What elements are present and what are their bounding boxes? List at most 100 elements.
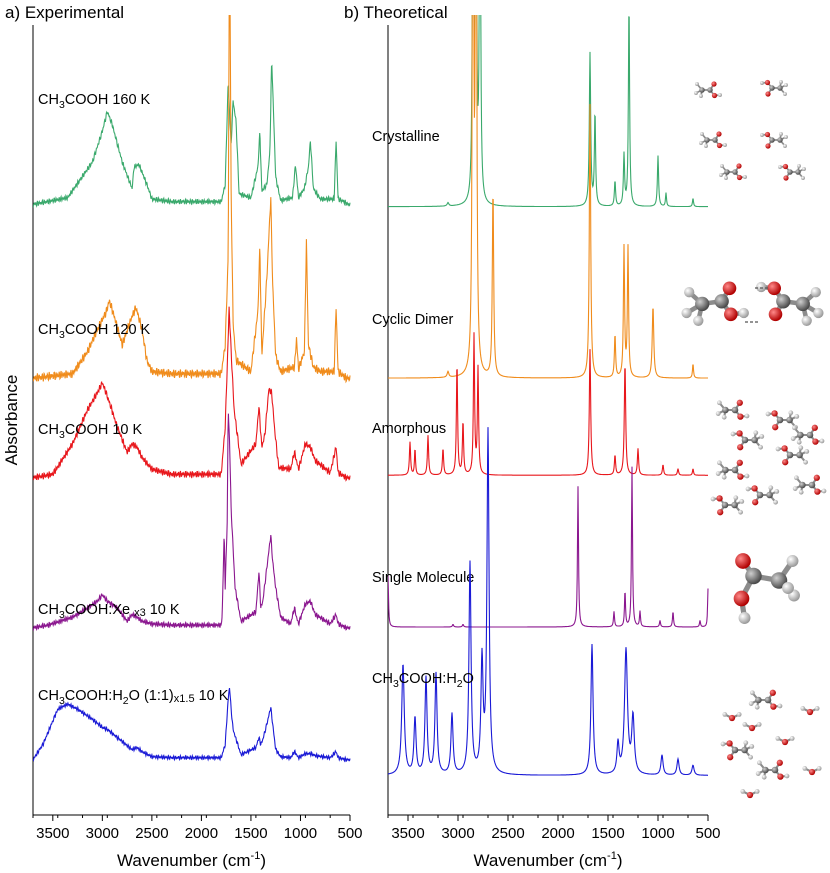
hydrogen-atom (819, 438, 825, 444)
oxygen-atom (764, 79, 771, 86)
carbon-atom (808, 481, 816, 489)
y-axis-label-layer: Absorbance (2, 375, 21, 466)
oxygen-atom (765, 143, 771, 149)
x-tick-label: 1000 (641, 825, 674, 842)
hydrogen-atom (739, 499, 745, 504)
carbon-atom (707, 87, 713, 93)
x-tick-label: 3000 (86, 825, 119, 842)
oxygen-atom (769, 689, 776, 696)
molecular-structures-column (681, 79, 827, 799)
hydrogen-atom (788, 410, 794, 416)
oxygen-atom (724, 307, 738, 322)
hydrogen-atom (719, 173, 723, 177)
spectrum-line-theo-1 (388, 15, 708, 379)
oxygen-atom (781, 445, 788, 452)
x-tick-label: 2500 (135, 825, 168, 842)
x-axis-label: Wavenumber (cm-1) (474, 850, 623, 870)
x-tick-label: 1500 (234, 825, 267, 842)
hydrogen-atom (821, 488, 827, 494)
carbon-atom (786, 416, 793, 424)
carbon-atom (751, 436, 758, 444)
axes: 3500 3000 2500 2000 1500 1000 500 (32, 25, 363, 842)
carbon-atom (722, 466, 729, 474)
hydrogen-atom (775, 736, 781, 741)
carbon-atom (786, 451, 794, 459)
hydrogen-atom (715, 471, 721, 476)
hydrogen-atom (738, 307, 749, 319)
hydrogen-atom (758, 444, 763, 450)
hydrogen-atom (717, 400, 722, 406)
oxygen-atom (812, 438, 819, 445)
hydrogen-atom (792, 425, 797, 431)
oxygen-atom (711, 92, 718, 99)
hydrogen-atom (724, 176, 728, 180)
carbon-atom (755, 696, 762, 704)
hydrogen-atom (743, 740, 749, 746)
oxygen-atom (726, 740, 733, 747)
hydrogen-atom (750, 690, 755, 696)
carbon-atom (797, 431, 804, 439)
hydrogen-atom (789, 736, 795, 741)
hydrogen-atom (774, 489, 780, 494)
spectrum-label-exp-4: CH3COOH:H2O (1:1)x1.5 10 K (38, 688, 229, 707)
hydrogen-atom (760, 81, 764, 85)
oxygen-atom (728, 714, 736, 722)
oxygen-atom (764, 131, 771, 138)
oxygen-atom (811, 424, 818, 431)
hydrogen-atom (759, 434, 765, 439)
hydrogen-atom (797, 164, 801, 168)
oxygen-atom (748, 724, 756, 732)
carbon-atom (806, 431, 814, 439)
hydrogen-atom (765, 411, 771, 417)
spectrum-label-theo-1: Cyclic Dimer (372, 312, 454, 328)
spectrum-label-theo-0: Crystalline (372, 129, 440, 145)
x-tick-label: 3500 (36, 825, 69, 842)
oxygen-atom (737, 473, 744, 480)
hydrogen-atom (761, 774, 767, 780)
oxygen-atom (752, 499, 759, 506)
hydrogen-atom (744, 413, 750, 419)
hydrogen-atom (784, 773, 790, 779)
hydrogen-atom (792, 486, 798, 491)
hydrogen-atom (757, 760, 762, 766)
x-tick-label: 3000 (441, 825, 474, 842)
cyclic-dimer-structure-image (681, 281, 824, 326)
hydrogen-atom (738, 612, 751, 624)
hydrogen-atom (779, 80, 783, 84)
hydrogen-atom (801, 315, 812, 326)
panel-title: a) Experimental (5, 3, 124, 22)
spectrum-label-exp-2: CH3COOH 10 K (38, 422, 142, 441)
oxygen-atom (814, 488, 821, 495)
x-tick-label: 2000 (541, 825, 574, 842)
hydrogen-atom (710, 496, 716, 502)
hydrogen-atom (783, 92, 787, 96)
carbon-atom (777, 85, 783, 91)
hydrogen-atom (782, 582, 794, 594)
oxygen-atom (808, 768, 816, 776)
hydrogen-atom (778, 165, 782, 169)
hydrogen-atom (814, 706, 820, 711)
x-axis-label: Wavenumber (cm-1) (117, 850, 266, 870)
y-axis-label: Absorbance (2, 375, 21, 466)
hydrogen-atom (798, 489, 804, 495)
oxygen-atom (776, 759, 783, 766)
carbon-atom (756, 491, 764, 499)
oxygen-atom (781, 738, 789, 746)
hydrogen-atom (810, 287, 821, 298)
oxygen-atom (777, 773, 784, 780)
hydrogen-atom (803, 459, 808, 465)
oxygen-atom (767, 281, 781, 296)
oxygen-atom (771, 410, 778, 417)
spectrum-label-exp-0: CH3COOH 160 K (38, 92, 151, 111)
spectrum-line-theo-0 (388, 15, 708, 208)
panel-title: b) Theoretical (344, 3, 448, 22)
hydrogen-atom (783, 144, 787, 148)
carbon-atom (776, 294, 791, 309)
hydrogen-atom (720, 741, 726, 747)
carbon-atom (699, 87, 705, 93)
hydrogen-atom (742, 722, 748, 727)
carbon-atom (731, 501, 738, 509)
hydrogen-atom (794, 475, 799, 481)
hydrogen-atom (684, 287, 695, 298)
